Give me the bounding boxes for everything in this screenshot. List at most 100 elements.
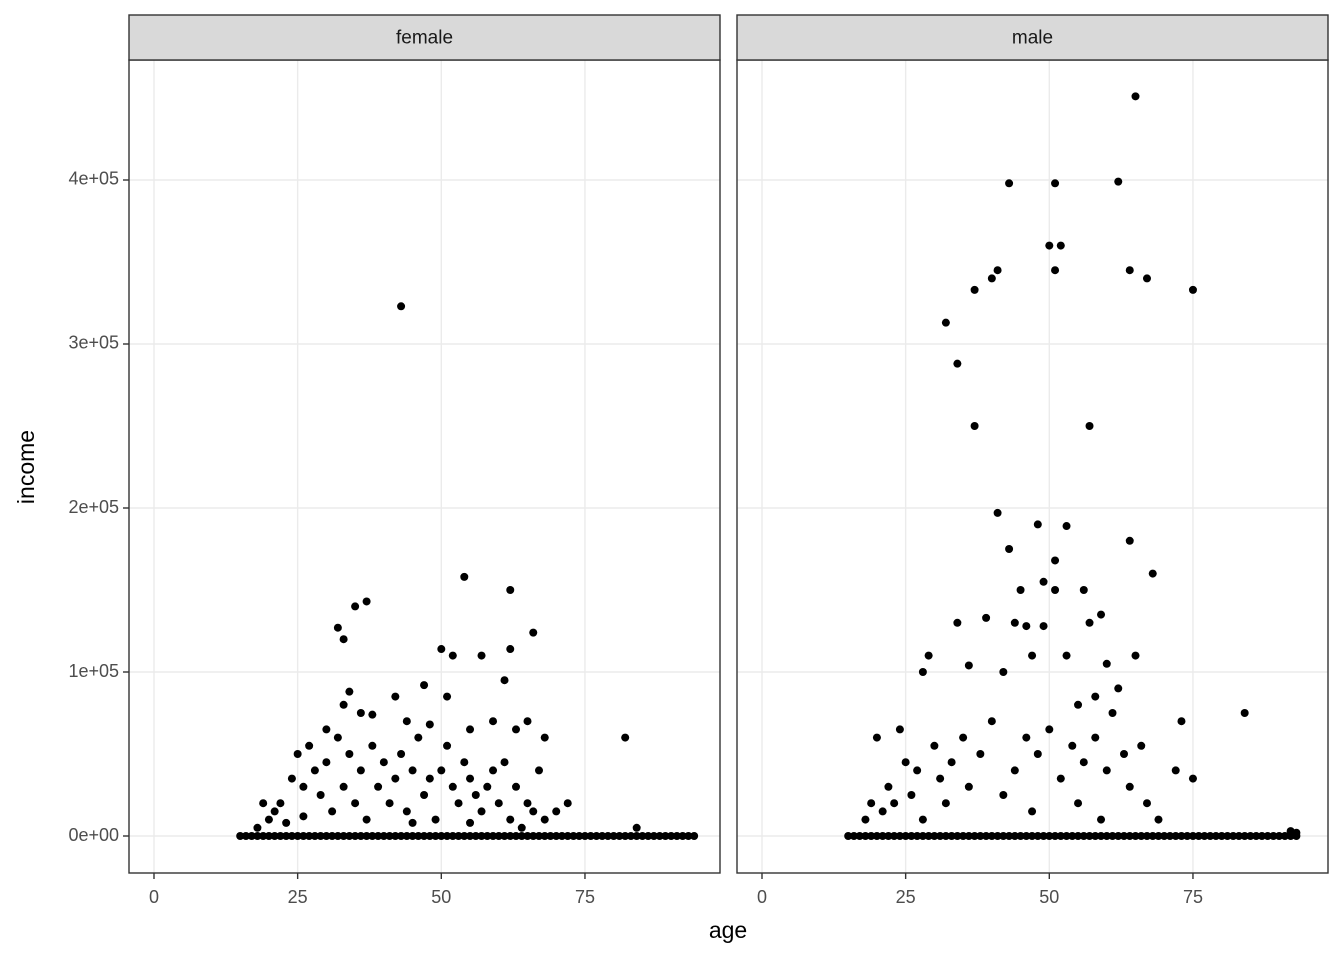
point bbox=[890, 799, 899, 808]
point bbox=[672, 832, 681, 841]
point bbox=[1280, 832, 1289, 841]
point bbox=[414, 733, 423, 742]
point bbox=[356, 709, 365, 718]
x-tick-label: 50 bbox=[1039, 887, 1059, 907]
point bbox=[1033, 832, 1042, 841]
point bbox=[970, 422, 979, 431]
point bbox=[1102, 659, 1111, 668]
point bbox=[552, 807, 561, 816]
point bbox=[878, 832, 887, 841]
point bbox=[391, 692, 400, 701]
x-tick-label: 75 bbox=[575, 887, 595, 907]
point bbox=[947, 758, 956, 767]
point bbox=[569, 832, 578, 841]
strip bbox=[128, 14, 721, 61]
point bbox=[374, 832, 383, 841]
point bbox=[460, 758, 469, 767]
point bbox=[684, 832, 693, 841]
point bbox=[259, 799, 268, 808]
point bbox=[895, 725, 904, 734]
point bbox=[408, 832, 417, 841]
point bbox=[1091, 733, 1100, 742]
point bbox=[959, 733, 968, 742]
point bbox=[580, 832, 589, 841]
point bbox=[1154, 832, 1163, 841]
point bbox=[448, 651, 457, 660]
point bbox=[1074, 700, 1083, 709]
point bbox=[368, 710, 377, 719]
point bbox=[391, 832, 400, 841]
point bbox=[483, 832, 492, 841]
point bbox=[391, 774, 400, 783]
point bbox=[310, 766, 319, 775]
point bbox=[1051, 266, 1060, 275]
x-tick-label: 75 bbox=[1183, 887, 1203, 907]
point bbox=[907, 832, 916, 841]
point bbox=[924, 832, 933, 841]
point bbox=[1211, 832, 1220, 841]
point bbox=[1033, 750, 1042, 759]
point bbox=[1206, 832, 1215, 841]
point bbox=[310, 832, 319, 841]
point bbox=[1085, 422, 1094, 431]
point bbox=[264, 832, 273, 841]
point bbox=[437, 645, 446, 654]
point bbox=[1114, 832, 1123, 841]
point bbox=[1177, 717, 1186, 726]
point bbox=[1097, 610, 1106, 619]
point bbox=[253, 832, 262, 841]
point bbox=[408, 818, 417, 827]
point bbox=[293, 750, 302, 759]
point bbox=[993, 266, 1002, 275]
point bbox=[1171, 832, 1180, 841]
point bbox=[1045, 725, 1054, 734]
point bbox=[1108, 709, 1117, 718]
point bbox=[964, 782, 973, 791]
point bbox=[1022, 622, 1031, 631]
point bbox=[1217, 832, 1226, 841]
point bbox=[884, 782, 893, 791]
point bbox=[901, 758, 910, 767]
point bbox=[494, 799, 503, 808]
point bbox=[546, 832, 555, 841]
point bbox=[655, 832, 664, 841]
point bbox=[964, 661, 973, 670]
point bbox=[1148, 569, 1157, 578]
point bbox=[512, 832, 521, 841]
point bbox=[282, 818, 291, 827]
point bbox=[1079, 586, 1088, 595]
point bbox=[259, 832, 268, 841]
point bbox=[1039, 577, 1048, 586]
point bbox=[1022, 832, 1031, 841]
point bbox=[1028, 807, 1037, 816]
point bbox=[953, 832, 962, 841]
point bbox=[1033, 520, 1042, 529]
point bbox=[1097, 815, 1106, 824]
point bbox=[878, 807, 887, 816]
point bbox=[1056, 774, 1065, 783]
point bbox=[1056, 832, 1065, 841]
point bbox=[236, 832, 245, 841]
point bbox=[500, 832, 509, 841]
point bbox=[1062, 832, 1071, 841]
point bbox=[460, 832, 469, 841]
point bbox=[953, 618, 962, 627]
x-tick-label: 0 bbox=[757, 887, 767, 907]
point bbox=[976, 750, 985, 759]
point bbox=[305, 741, 314, 750]
point bbox=[540, 815, 549, 824]
point bbox=[918, 815, 927, 824]
point bbox=[322, 758, 331, 767]
point bbox=[437, 766, 446, 775]
point bbox=[299, 782, 308, 791]
point bbox=[454, 799, 463, 808]
point bbox=[425, 774, 434, 783]
point bbox=[356, 832, 365, 841]
point bbox=[1125, 832, 1134, 841]
point bbox=[466, 725, 475, 734]
point bbox=[941, 832, 950, 841]
point bbox=[534, 832, 543, 841]
point bbox=[982, 832, 991, 841]
point bbox=[276, 832, 285, 841]
point bbox=[333, 623, 342, 632]
